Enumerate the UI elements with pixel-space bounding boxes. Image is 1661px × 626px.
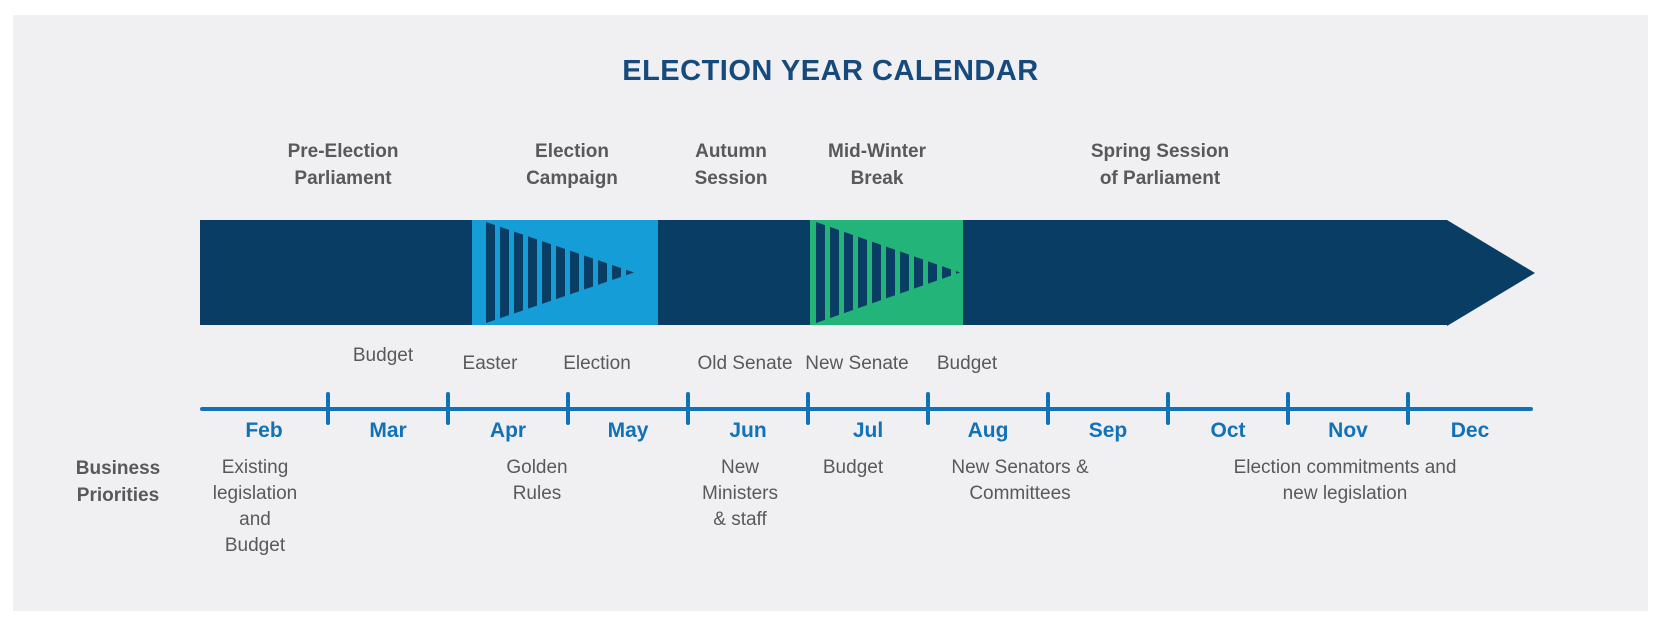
- axis-tick: [806, 392, 810, 425]
- break-taper-stripes: [816, 222, 960, 323]
- priority-aug-sep: New Senators & Committees: [951, 457, 1089, 504]
- phase-label-election-campaign: Election Campaign: [526, 141, 618, 189]
- axis-tick: [566, 392, 570, 425]
- priority-jun: New Ministers & staff: [701, 457, 779, 530]
- month-label-sep: Sep: [1088, 419, 1128, 442]
- timeline-axis: [200, 407, 1533, 411]
- month-label-oct: Oct: [1210, 419, 1246, 442]
- phase-label-mid-winter-break: Mid-Winter Break: [828, 141, 926, 189]
- phase-label-autumn-session: Autumn Session: [694, 141, 768, 189]
- axis-tick: [1286, 392, 1290, 425]
- axis-tick: [326, 392, 330, 425]
- year-timeline-bar: [200, 220, 1447, 325]
- business-priorities-label: Business Priorities: [75, 458, 161, 506]
- event-label-new-senate: New Senate: [805, 353, 909, 374]
- phase-label-pre-election: Pre-Election Parliament: [287, 141, 399, 189]
- priority-apr-may: Golden Rules: [506, 457, 568, 504]
- priority-feb: Existing legislation and Budget: [212, 457, 298, 556]
- campaign-taper-stripes: [486, 222, 634, 323]
- month-label-apr: Apr: [489, 419, 527, 442]
- page-title: ELECTION YEAR CALENDAR: [622, 55, 1039, 87]
- month-label-dec: Dec: [1450, 419, 1490, 442]
- event-label-old-senate: Old Senate: [697, 353, 793, 374]
- election-campaign-segment: [472, 220, 658, 325]
- month-label-feb: Feb: [245, 419, 283, 442]
- event-label-easter: Easter: [462, 353, 518, 374]
- phase-label-spring-session: Spring Session of Parliament: [1090, 141, 1230, 189]
- month-label-jun: Jun: [729, 419, 767, 442]
- axis-tick: [1406, 392, 1410, 425]
- axis-tick: [1046, 392, 1050, 425]
- priority-oct-dec: Election commitments and new legislation: [1233, 457, 1457, 504]
- axis-tick: [446, 392, 450, 425]
- month-label-jul: Jul: [852, 419, 884, 442]
- axis-tick: [1166, 392, 1170, 425]
- mid-winter-break-segment: [810, 220, 963, 325]
- axis-tick: [686, 392, 690, 425]
- month-label-may: May: [607, 419, 649, 442]
- axis-tick: [926, 392, 930, 425]
- event-label-election: Election: [563, 353, 631, 374]
- month-label-nov: Nov: [1328, 419, 1368, 442]
- event-label-budget-aug: Budget: [936, 353, 998, 374]
- priority-jul: Budget: [822, 457, 884, 478]
- month-label-aug: Aug: [967, 419, 1009, 442]
- event-label-budget-mar: Budget: [352, 345, 414, 366]
- month-label-mar: Mar: [369, 419, 407, 442]
- timeline-arrowhead: [1447, 220, 1535, 326]
